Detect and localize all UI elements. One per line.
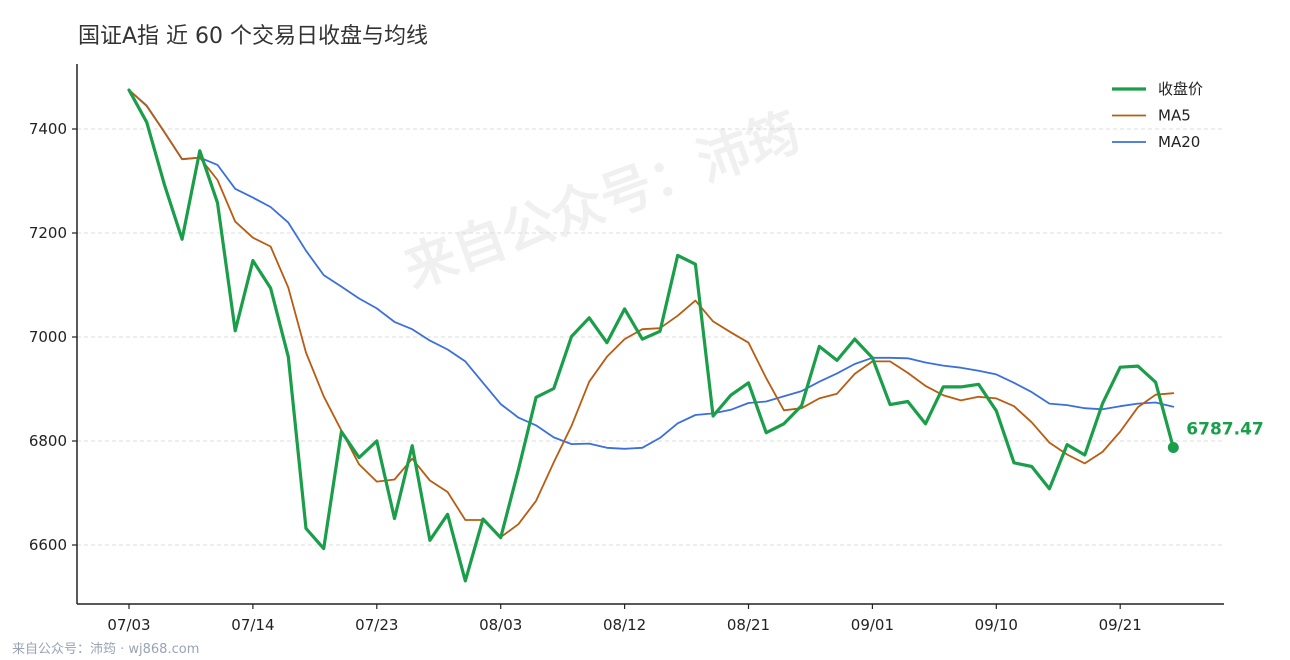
last-value-annotation: 6787.47	[1167, 420, 1264, 454]
y-tick-label: 7200	[29, 224, 67, 242]
x-tick-label: 07/23	[355, 616, 398, 634]
series-line-ma5	[128, 89, 1175, 539]
legend: 收盘价 MA5 MA20	[1112, 80, 1203, 151]
legend-label-ma5: MA5	[1158, 107, 1191, 125]
x-tick-label: 08/12	[603, 616, 646, 634]
series-lines	[127, 88, 1175, 583]
grid-lines	[77, 128, 1224, 546]
series-line-ma20	[128, 89, 1175, 450]
axes: 6600 6800 7000 7200 7400 07/03 07/14 07/23 08/03…	[29, 64, 1224, 634]
x-tick-label: 08/21	[727, 616, 770, 634]
last-point-marker	[1167, 442, 1179, 454]
last-value-label: 6787.47	[1186, 420, 1263, 440]
y-tick-label: 7000	[29, 328, 67, 346]
x-tick-label: 07/03	[107, 616, 150, 634]
series-line-close	[127, 88, 1175, 583]
x-tick-label: 07/14	[231, 616, 274, 634]
y-tick-label: 7400	[29, 120, 67, 138]
y-tick-label: 6600	[29, 536, 67, 554]
x-tick-label: 09/10	[975, 616, 1018, 634]
chart-title: 国证A指 近 60 个交易日收盘与均线	[78, 24, 429, 49]
source-footer: 来自公众号：沛筠 · wj868.com	[12, 642, 200, 657]
x-tick-label: 09/21	[1099, 616, 1142, 634]
legend-label-close: 收盘价	[1158, 80, 1203, 98]
x-tick-label: 09/01	[851, 616, 894, 634]
y-tick-label: 6800	[29, 432, 67, 450]
x-tick-label: 08/03	[479, 616, 522, 634]
legend-label-ma20: MA20	[1158, 133, 1200, 151]
